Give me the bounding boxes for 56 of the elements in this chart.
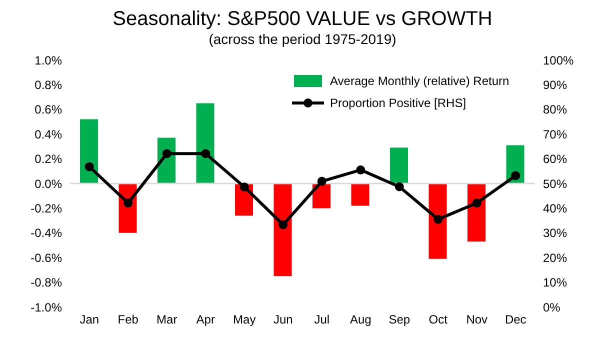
point bbox=[84, 162, 94, 172]
point bbox=[511, 171, 520, 180]
legend-label: Average Monthly (relative) Return bbox=[330, 74, 510, 88]
bar bbox=[390, 148, 408, 184]
point bbox=[394, 182, 404, 192]
bar bbox=[428, 184, 447, 259]
x-tick-label: Aug bbox=[350, 312, 372, 327]
x-tick-label: Jun bbox=[273, 312, 293, 327]
y2-tick-label: 40% bbox=[543, 201, 568, 216]
y2-tick-label: 60% bbox=[543, 152, 568, 166]
x-tick-label: Sep bbox=[388, 312, 410, 327]
chart-subtitle: (across the period 1975-2019) bbox=[208, 30, 398, 48]
point bbox=[434, 214, 443, 224]
y-tick-label: -0.2% bbox=[30, 201, 62, 216]
y-tick-label: -1.0% bbox=[30, 300, 62, 314]
bar bbox=[351, 184, 370, 206]
y2-tick-label: 70% bbox=[543, 127, 568, 142]
y2-tick-label: 50% bbox=[543, 176, 568, 191]
point bbox=[278, 220, 288, 230]
x-tick-label: Apr bbox=[196, 312, 215, 327]
point bbox=[356, 165, 366, 174]
point bbox=[472, 198, 482, 208]
point bbox=[201, 149, 210, 158]
y2-tick-label: 0% bbox=[543, 300, 561, 314]
bar bbox=[80, 119, 98, 184]
y2-tick-label: 10% bbox=[543, 276, 568, 290]
x-tick-label: Feb bbox=[118, 312, 139, 327]
point bbox=[317, 176, 326, 186]
y-tick-label: 0.6% bbox=[34, 102, 62, 117]
y-tick-label: 0.8% bbox=[34, 78, 62, 92]
chart-title: Seasonality: S&P500 VALUE vs GROWTH bbox=[112, 8, 494, 30]
x-tick-label: Jul bbox=[314, 312, 330, 327]
y2-tick-label: 20% bbox=[543, 250, 568, 265]
x-tick-label: Jan bbox=[80, 312, 100, 327]
x-tick-label: Nov bbox=[466, 312, 488, 327]
y2-tick-label: 80% bbox=[543, 102, 568, 117]
point bbox=[162, 149, 172, 158]
y-tick-label: -0.4% bbox=[30, 226, 62, 240]
y2-tick-label: 100% bbox=[543, 53, 574, 68]
y-tick-label: 0.2% bbox=[34, 152, 62, 166]
y-tick-label: 1.0% bbox=[34, 53, 62, 68]
y-tick-label: -0.6% bbox=[30, 250, 62, 265]
point bbox=[124, 198, 133, 208]
bar bbox=[274, 184, 292, 276]
y-tick-label: -0.8% bbox=[30, 276, 62, 290]
y-tick-label: 0.0% bbox=[34, 176, 62, 191]
x-tick-label: Mar bbox=[156, 312, 178, 327]
x-tick-label: May bbox=[233, 312, 256, 327]
legend-label: Proportion Positive [RHS] bbox=[330, 96, 466, 110]
x-tick-label: Oct bbox=[428, 312, 448, 327]
bar bbox=[196, 103, 214, 184]
y-tick-label: 0.4% bbox=[34, 127, 62, 142]
y2-tick-label: 30% bbox=[543, 226, 568, 240]
x-tick-label: Dec bbox=[504, 312, 526, 327]
point bbox=[240, 182, 249, 192]
y2-tick-label: 90% bbox=[543, 78, 568, 92]
